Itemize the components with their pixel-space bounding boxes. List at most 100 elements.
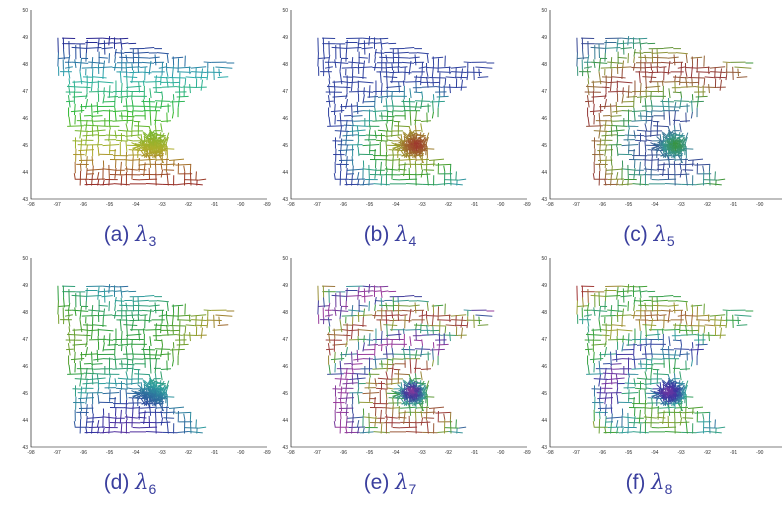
road-edge	[604, 378, 607, 394]
road-edge	[650, 363, 653, 378]
road-edge	[697, 314, 710, 317]
road-edge	[690, 359, 693, 367]
road-edge	[362, 427, 365, 434]
road-edge	[72, 95, 88, 98]
x-tick-label: -95	[366, 202, 373, 208]
road-edge	[348, 81, 359, 84]
road-edge	[380, 175, 383, 186]
road-edge	[615, 172, 619, 180]
road-edge	[101, 295, 113, 298]
road-edge	[394, 394, 404, 399]
road-edge	[409, 110, 412, 126]
road-edge	[610, 174, 612, 186]
road-edge	[363, 335, 365, 343]
road-edge	[149, 131, 156, 138]
road-edge	[368, 371, 371, 378]
road-edge	[125, 309, 128, 325]
x-tick-label: -90	[497, 450, 504, 456]
road-edge	[90, 76, 94, 92]
road-edge	[653, 390, 661, 394]
road-edge	[332, 95, 348, 98]
road-edge	[152, 136, 155, 141]
road-edge	[581, 297, 584, 308]
road-edge	[165, 158, 168, 173]
road-edge	[98, 304, 108, 307]
road-edge	[357, 38, 360, 52]
road-edge	[661, 133, 668, 139]
road-edge	[666, 134, 673, 140]
road-edge	[466, 321, 469, 329]
road-edge	[403, 136, 411, 140]
road-edge	[380, 297, 383, 308]
road-edge	[217, 76, 229, 79]
road-edge	[591, 95, 607, 98]
road-edge	[460, 327, 464, 339]
road-edge	[385, 141, 388, 152]
road-edge	[188, 314, 191, 323]
x-tick-label: -89	[263, 450, 270, 456]
road-edge	[668, 131, 675, 138]
road-edge	[130, 159, 141, 161]
road-edge	[157, 391, 164, 397]
road-edge	[673, 142, 677, 152]
road-edge	[363, 60, 366, 70]
road-edge	[345, 130, 348, 146]
road-edge	[667, 147, 673, 151]
road-edge	[374, 48, 377, 57]
eigen-index: 7	[408, 481, 417, 498]
road-edge	[134, 146, 144, 151]
road-edge	[645, 110, 648, 124]
road-edge	[351, 125, 369, 127]
road-edge	[426, 76, 429, 88]
road-edge	[616, 387, 619, 395]
road-edge	[138, 141, 142, 144]
road-edge	[404, 66, 406, 81]
road-edge	[119, 70, 122, 83]
road-edge	[176, 343, 189, 346]
road-edge	[425, 406, 428, 421]
road-edge	[589, 110, 604, 113]
subplot-caption: (a) λ3	[0, 222, 260, 249]
road-edge	[401, 61, 415, 64]
road-edge	[140, 397, 146, 405]
road-edge	[604, 287, 607, 302]
road-edge	[368, 129, 371, 142]
road-edge	[651, 393, 659, 397]
y-tick-label: 48	[282, 62, 288, 68]
road-edge	[117, 377, 126, 380]
road-edge	[148, 374, 153, 383]
subplot-b: -98 -97 -96 -95 -94 -93 -92 -91 -90 -89 43 44 45 46 47…	[260, 0, 530, 250]
road-edge	[392, 405, 394, 417]
road-edge	[114, 415, 117, 427]
road-edge	[108, 377, 111, 390]
road-edge	[650, 339, 652, 348]
x-tick-label: -96	[340, 202, 347, 208]
road-edge	[392, 157, 394, 169]
y-tick-label: 47	[22, 89, 28, 95]
road-edge	[79, 360, 82, 375]
road-edge	[136, 148, 141, 154]
x-tick-label: -98	[287, 450, 294, 456]
road-edge	[622, 335, 624, 343]
road-edge	[386, 387, 394, 390]
road-edge	[345, 168, 348, 179]
road-edge	[672, 153, 675, 159]
road-edge	[605, 416, 623, 419]
road-edge	[616, 286, 619, 300]
road-edge	[328, 78, 331, 85]
road-edge	[121, 360, 123, 368]
road-edge	[411, 154, 421, 158]
x-tick-label: -96	[599, 450, 606, 456]
road-edge	[168, 158, 185, 161]
road-edge	[714, 419, 716, 429]
y-tick-label: 48	[22, 310, 28, 316]
road-edge	[348, 178, 366, 180]
road-edge	[153, 153, 156, 159]
road-edge	[114, 296, 117, 305]
road-edge	[118, 285, 129, 288]
road-edge	[688, 324, 705, 327]
x-tick-label: -96	[340, 450, 347, 456]
road-edge	[437, 430, 449, 433]
road-edge	[80, 138, 83, 151]
road-edge	[357, 146, 360, 157]
